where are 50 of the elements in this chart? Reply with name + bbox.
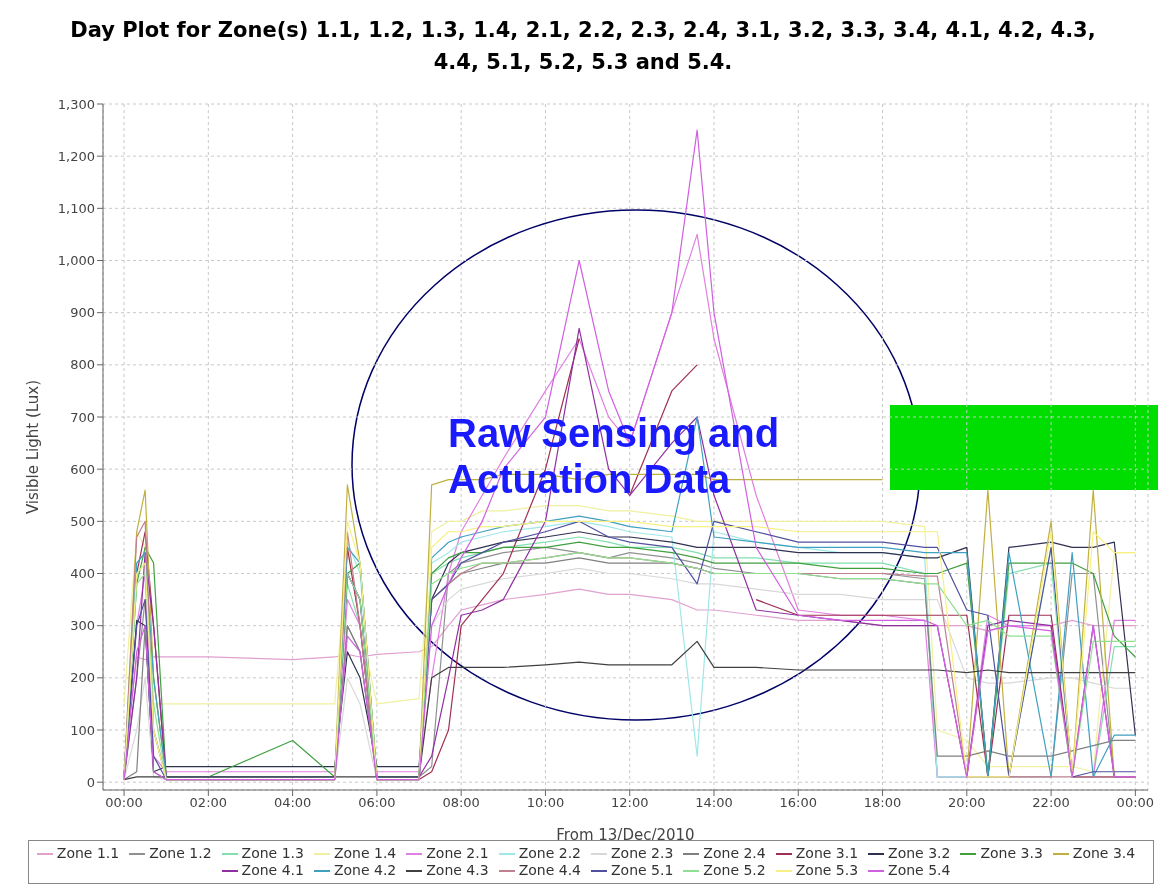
- legend-label: Zone 3.4: [1072, 845, 1136, 861]
- y-tick-label: 1,000: [57, 253, 95, 269]
- y-tick-label: 1,300: [57, 96, 95, 112]
- legend-label: Zone 5.1: [611, 862, 674, 878]
- legend-label: Zone 3.1: [795, 845, 859, 861]
- legend-label: Zone 2.4: [703, 845, 766, 861]
- x-tick-label: 20:00: [948, 795, 986, 811]
- legend-label: Zone 5.3: [795, 862, 859, 878]
- x-tick-label: 10:00: [526, 795, 565, 811]
- legend-label: Zone 2.3: [611, 845, 674, 861]
- legend-label: Zone 4.2: [333, 862, 397, 878]
- y-tick-label: 300: [70, 618, 95, 634]
- y-tick-label: 500: [70, 513, 95, 529]
- x-tick-label: 08:00: [442, 795, 480, 811]
- legend-label: Zone 5.4: [888, 862, 951, 878]
- x-tick-label: 22:00: [1032, 795, 1070, 811]
- legend-label: Zone 3.2: [888, 845, 951, 861]
- x-tick-label: 04:00: [273, 795, 312, 811]
- legend-label: Zone 4.1: [241, 862, 304, 878]
- y-tick-label: 800: [70, 357, 95, 373]
- x-tick-label: 00:00: [1116, 795, 1155, 811]
- legend-label: Zone 2.1: [426, 845, 489, 861]
- legend-label: Zone 5.2: [703, 862, 766, 878]
- y-tick-label: 600: [70, 461, 95, 477]
- x-tick-label: 14:00: [695, 795, 733, 811]
- x-tick-label: 16:00: [779, 795, 817, 811]
- x-tick-label: 18:00: [863, 795, 902, 811]
- y-axis-title: Visible Light (Lux): [24, 379, 43, 515]
- legend-label: Zone 1.2: [149, 845, 212, 861]
- legend-label: Zone 4.4: [518, 862, 581, 878]
- y-tick-label: 900: [70, 305, 95, 321]
- legend-label: Zone 1.1: [56, 845, 120, 861]
- y-tick-label: 1,200: [57, 148, 95, 164]
- y-tick-label: 700: [70, 409, 95, 425]
- x-tick-label: 12:00: [610, 795, 649, 811]
- legend-label: Zone 1.3: [241, 845, 304, 861]
- legend-label: Zone 1.4: [333, 845, 397, 861]
- y-tick-label: 400: [70, 566, 95, 582]
- y-tick-label: 200: [70, 670, 95, 686]
- x-axis-title: From 13/Dec/2010: [556, 826, 695, 844]
- x-tick-label: 06:00: [358, 795, 396, 811]
- legend-label: Zone 3.3: [980, 845, 1043, 861]
- y-tick-label: 1,100: [57, 200, 95, 216]
- y-tick-label: 0: [86, 774, 95, 790]
- chart-title: Day Plot for Zone(s) 1.1, 1.2, 1.3, 1.4, 2.1, 2.2, 2.3, 2.4, 3.1, 3.2, 3.3, 3.4, 4.1, 4.2, 4.3, 4.4, 5.1, 5.2, 5.3 and 5.4.: [69, 17, 1097, 76]
- y-tick-label: 100: [70, 722, 95, 738]
- legend-label: Zone 4.3: [426, 862, 489, 878]
- x-tick-label: 00:00: [105, 795, 143, 811]
- legend-label: Zone 2.2: [518, 845, 581, 861]
- x-tick-label: 02:00: [189, 795, 228, 811]
